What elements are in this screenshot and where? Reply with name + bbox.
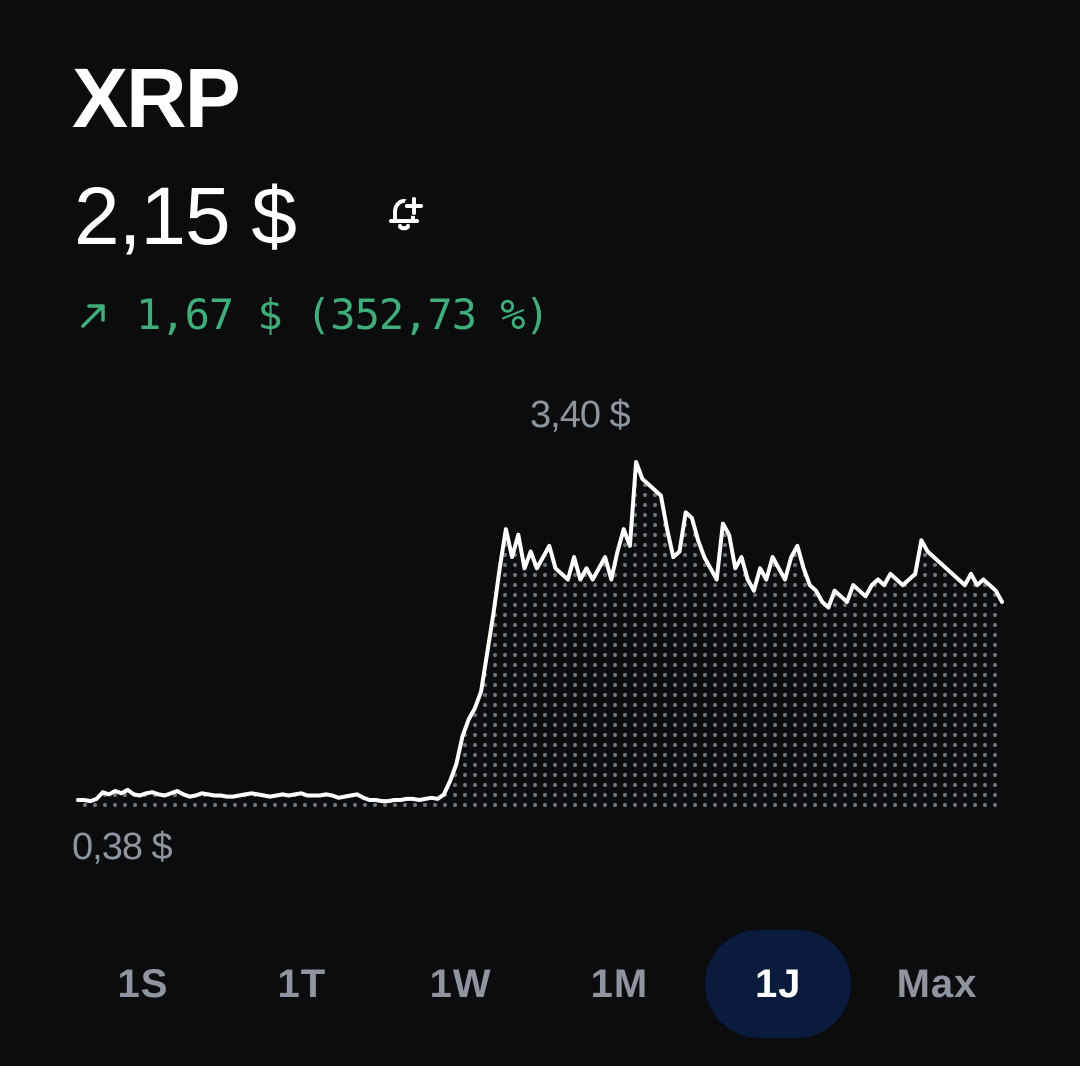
- range-tab-1m[interactable]: 1M: [590, 961, 649, 1006]
- add-price-alert-button[interactable]: [378, 188, 430, 240]
- price-area-fill: [78, 462, 1002, 810]
- range-tab-1t[interactable]: 1T: [277, 961, 327, 1006]
- price-row: 2,15 $: [74, 171, 297, 262]
- arrow-up-right-icon: [74, 295, 114, 335]
- price-line: [76, 460, 1004, 804]
- range-tab-1s[interactable]: 1S: [117, 961, 169, 1006]
- range-tab-1j[interactable]: 1J: [705, 930, 852, 1038]
- price-change-value: 1,67 $ (352,73 %): [136, 290, 550, 339]
- range-tab-max[interactable]: Max: [896, 961, 978, 1006]
- range-tab-1w[interactable]: 1W: [429, 961, 492, 1006]
- price-chart[interactable]: [0, 380, 1080, 880]
- price-change: 1,67 $ (352,73 %): [74, 290, 550, 339]
- price-chart-svg: [76, 460, 1004, 810]
- chart-min-label: 0,38 $: [72, 826, 173, 868]
- asset-name: XRP: [72, 51, 241, 145]
- chart-max-label: 3,40 $: [530, 394, 631, 436]
- current-price: 2,15 $: [74, 171, 297, 262]
- range-tabs: 1S 1T 1W 1M 1J Max: [70, 930, 1010, 1038]
- bell-plus-icon: [389, 196, 424, 231]
